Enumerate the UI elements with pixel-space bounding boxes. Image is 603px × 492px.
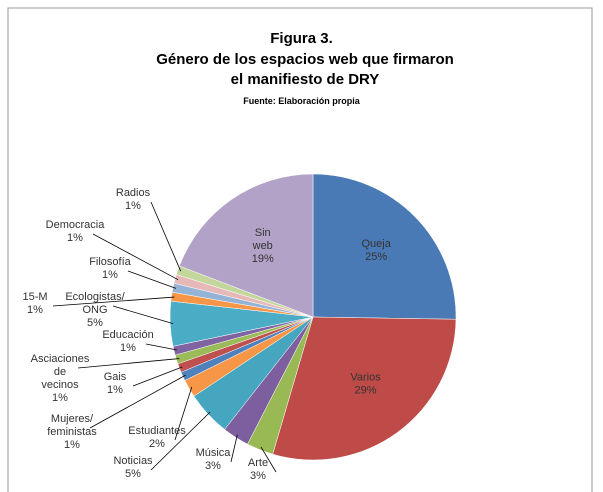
leader-line <box>150 201 182 272</box>
slice-label: Gais <box>104 371 127 383</box>
data-label: 1% <box>125 200 141 212</box>
slice-label: Ecologistas/ONG <box>65 291 125 316</box>
slice-label-line: feministas <box>47 426 97 438</box>
slice-label: Mujeres/feministas <box>47 413 97 438</box>
data-label: 1% <box>64 439 80 451</box>
slice-label-line: vecinos <box>41 379 79 391</box>
leader-line <box>174 386 193 441</box>
data-label: 1% <box>107 384 123 396</box>
leader-line <box>260 446 277 473</box>
slice-label: Sin web <box>252 227 273 252</box>
leader-line <box>150 411 211 471</box>
leader-line <box>77 358 180 369</box>
slice-label-line: Sin <box>255 227 271 239</box>
pie-slice <box>312 173 457 320</box>
data-label: 5% <box>125 468 141 480</box>
slice-label: Democracia <box>46 219 106 231</box>
data-label: 19% <box>252 253 274 265</box>
leader-line <box>230 434 238 463</box>
data-label: 5% <box>87 317 103 329</box>
slice-label: Filosofía <box>89 256 131 268</box>
chart-subtitle: Género de los espacios web que firmaron … <box>156 51 454 88</box>
leader-line <box>52 296 175 307</box>
leader-line <box>132 366 183 387</box>
data-label: 1% <box>67 232 83 244</box>
data-label: 1% <box>120 342 136 354</box>
slice-label-line: ONG <box>82 304 107 316</box>
leader-line <box>145 343 178 351</box>
slice-label-line: Ecologistas/ <box>65 291 125 303</box>
chart-title: Figura 3. <box>270 30 333 47</box>
pie-slice <box>179 173 314 318</box>
slice-label: Queja <box>362 238 392 250</box>
leader-line <box>92 233 179 281</box>
slice-label: 15-M <box>22 291 47 303</box>
leader-line <box>112 305 174 325</box>
slice-label: Arte <box>248 457 268 469</box>
data-label: 25% <box>365 251 387 263</box>
data-label: 1% <box>27 304 43 316</box>
data-label: 1% <box>102 269 118 281</box>
slice-label: Varios <box>350 371 381 383</box>
data-label: 1% <box>52 392 68 404</box>
data-label: 29% <box>355 384 377 396</box>
slice-label: Radios <box>116 187 151 199</box>
data-label: 2% <box>149 438 165 450</box>
slice-label: Estudiantes <box>128 425 186 437</box>
slice-label: Noticias <box>113 455 153 467</box>
slice-label-line: Mujeres/ <box>51 413 94 425</box>
slice-label: Educación <box>102 329 153 341</box>
slice-label: Música <box>196 447 232 459</box>
slice-label-line: Asciaciones <box>31 353 90 365</box>
data-label: 3% <box>250 470 266 482</box>
leader-line <box>89 374 186 429</box>
slice-label: Asciaciones de vecinos <box>31 353 90 391</box>
chart-source: Fuente: Elaboración propia <box>243 96 360 106</box>
slice-label-line: de <box>54 366 66 378</box>
leader-line <box>127 270 177 289</box>
slice-label-line: web <box>252 240 273 252</box>
pie-slice <box>272 316 457 461</box>
data-label: 3% <box>205 460 221 472</box>
